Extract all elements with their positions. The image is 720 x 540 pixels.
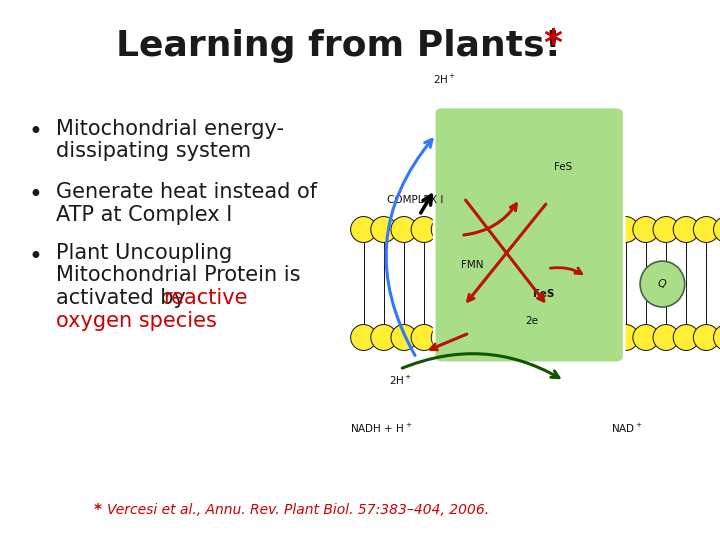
Ellipse shape: [492, 325, 518, 350]
Ellipse shape: [532, 325, 558, 350]
Text: •: •: [29, 245, 42, 268]
Text: •: •: [29, 184, 42, 207]
Text: Q: Q: [658, 279, 667, 289]
Ellipse shape: [391, 217, 417, 242]
Text: oxygen species: oxygen species: [56, 310, 217, 331]
Ellipse shape: [532, 217, 558, 242]
Ellipse shape: [653, 217, 679, 242]
Ellipse shape: [673, 325, 699, 350]
Ellipse shape: [492, 217, 518, 242]
Ellipse shape: [371, 217, 397, 242]
Ellipse shape: [552, 217, 578, 242]
Ellipse shape: [693, 325, 719, 350]
Ellipse shape: [673, 217, 699, 242]
Text: ATP at Complex I: ATP at Complex I: [56, 205, 233, 225]
Ellipse shape: [714, 217, 720, 242]
Text: Mitochondrial Protein is: Mitochondrial Protein is: [56, 265, 301, 286]
Text: activated by: activated by: [56, 288, 193, 308]
FancyBboxPatch shape: [434, 107, 624, 363]
Ellipse shape: [431, 217, 457, 242]
Ellipse shape: [552, 325, 578, 350]
Text: 2H$^+$: 2H$^+$: [390, 374, 413, 387]
Text: Learning from Plants!: Learning from Plants!: [116, 29, 561, 63]
Ellipse shape: [351, 217, 377, 242]
Ellipse shape: [472, 217, 498, 242]
Text: 2e: 2e: [526, 316, 539, 326]
Text: Plant Uncoupling: Plant Uncoupling: [56, 242, 233, 263]
Text: reactive: reactive: [163, 288, 247, 308]
Text: 2H$^+$: 2H$^+$: [433, 73, 456, 86]
Text: NADH + H$^+$: NADH + H$^+$: [351, 422, 413, 435]
Text: FMN: FMN: [461, 260, 483, 269]
Ellipse shape: [593, 325, 618, 350]
Ellipse shape: [512, 325, 538, 350]
Ellipse shape: [633, 325, 659, 350]
Text: *: *: [94, 503, 102, 518]
Ellipse shape: [633, 217, 659, 242]
Text: COMPLEX I: COMPLEX I: [387, 195, 444, 205]
Text: •: •: [29, 120, 42, 144]
Ellipse shape: [451, 217, 477, 242]
Ellipse shape: [653, 325, 679, 350]
Ellipse shape: [391, 325, 417, 350]
Ellipse shape: [572, 325, 598, 350]
Ellipse shape: [472, 325, 498, 350]
Text: FeS: FeS: [554, 163, 572, 172]
Ellipse shape: [431, 325, 457, 350]
Text: NAD$^+$: NAD$^+$: [611, 422, 642, 435]
Ellipse shape: [451, 325, 477, 350]
Text: dissipating system: dissipating system: [56, 141, 251, 161]
Ellipse shape: [693, 217, 719, 242]
Ellipse shape: [512, 217, 538, 242]
Ellipse shape: [593, 217, 618, 242]
Ellipse shape: [411, 217, 437, 242]
Ellipse shape: [613, 217, 639, 242]
Ellipse shape: [572, 217, 598, 242]
Ellipse shape: [351, 325, 377, 350]
Text: Vercesi et al., Annu. Rev. Plant Biol. 57:383–404, 2006.: Vercesi et al., Annu. Rev. Plant Biol. 5…: [107, 503, 489, 517]
Text: *: *: [544, 28, 562, 61]
Ellipse shape: [714, 325, 720, 350]
Ellipse shape: [411, 325, 437, 350]
Ellipse shape: [371, 325, 397, 350]
Text: Mitochondrial energy-: Mitochondrial energy-: [56, 118, 284, 139]
Text: Generate heat instead of: Generate heat instead of: [56, 181, 318, 202]
Ellipse shape: [640, 261, 685, 307]
Ellipse shape: [613, 325, 639, 350]
Text: FeS: FeS: [533, 289, 554, 299]
